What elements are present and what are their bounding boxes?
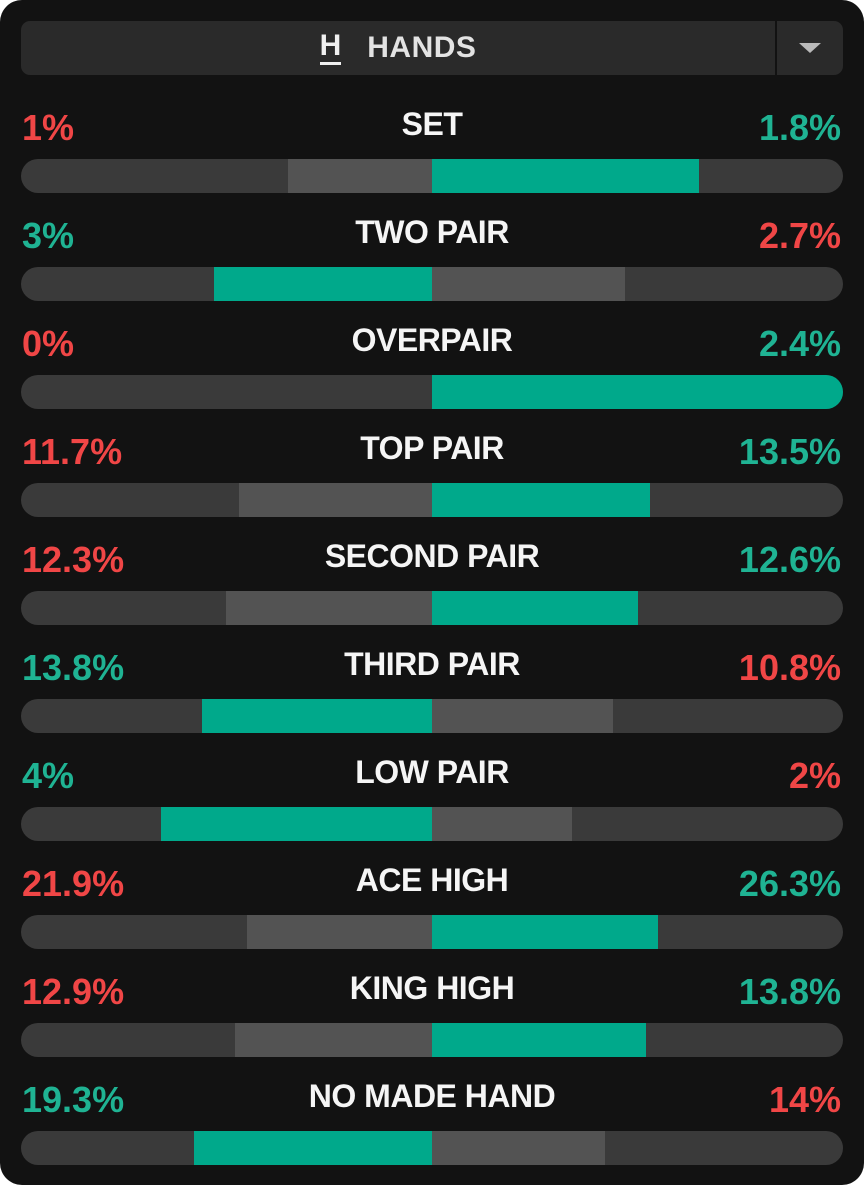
comparison-bar — [21, 1131, 843, 1165]
hand-row: 21.9% ACE HIGH 26.3% — [21, 862, 843, 964]
right-percentage: 13.5% — [738, 431, 841, 472]
hand-category-label: ACE HIGH — [355, 862, 509, 898]
hand-category-label: NO MADE HAND — [308, 1078, 556, 1114]
hand-category-label: KING HIGH — [349, 970, 515, 1006]
comparison-bar — [21, 1023, 843, 1057]
right-bar-segment — [432, 159, 699, 193]
left-bar-segment — [235, 1023, 432, 1057]
right-percentage: 10.8% — [738, 647, 841, 688]
hand-category-label: SET — [401, 106, 463, 142]
right-bar-segment — [432, 915, 658, 949]
left-bar-segment — [202, 699, 432, 733]
right-percentage: 26.3% — [738, 863, 841, 904]
hand-row: 11.7% TOP PAIR 13.5% — [21, 430, 843, 532]
hand-row: 4% LOW PAIR 2% — [21, 754, 843, 856]
left-percentage: 1% — [22, 107, 75, 148]
right-bar-segment — [432, 591, 638, 625]
right-percentage: 14% — [768, 1079, 841, 1120]
comparison-bar — [21, 483, 843, 517]
hand-row: 13.8% THIRD PAIR 10.8% — [21, 646, 843, 748]
left-percentage: 13.8% — [22, 647, 125, 688]
left-percentage: 19.3% — [22, 1079, 125, 1120]
hand-row: 12.3% SECOND PAIR 12.6% — [21, 538, 843, 640]
right-bar-segment — [432, 1023, 646, 1057]
left-percentage: 12.9% — [22, 971, 125, 1012]
right-bar-segment — [432, 1131, 605, 1165]
hand-category-label: THIRD PAIR — [344, 646, 520, 682]
comparison-bar — [21, 375, 843, 409]
right-percentage: 2% — [788, 755, 841, 796]
chevron-down-icon — [799, 43, 821, 53]
hand-category-label: SECOND PAIR — [324, 538, 540, 574]
left-percentage: 4% — [22, 755, 75, 796]
right-percentage: 2.7% — [758, 215, 841, 256]
hand-category-label: OVERPAIR — [351, 322, 513, 358]
left-bar-segment — [247, 915, 432, 949]
left-bar-segment — [194, 1131, 432, 1165]
right-bar-segment — [432, 699, 613, 733]
hand-category-label: TOP PAIR — [360, 430, 504, 466]
hand-row: 19.3% NO MADE HAND 14% — [21, 1078, 843, 1180]
comparison-bar — [21, 807, 843, 841]
hand-row: 12.9% KING HIGH 13.8% — [21, 970, 843, 1072]
right-bar-segment — [432, 483, 650, 517]
hand-row: 1% SET 1.8% — [21, 106, 843, 208]
comparison-bar — [21, 267, 843, 301]
left-bar-segment — [288, 159, 432, 193]
left-bar-segment — [239, 483, 432, 517]
left-bar-segment — [226, 591, 432, 625]
header-divider — [775, 21, 777, 75]
left-percentage: 3% — [22, 215, 75, 256]
hands-header[interactable]: H HANDS — [21, 21, 843, 75]
right-percentage: 13.8% — [738, 971, 841, 1012]
left-bar-segment — [161, 807, 432, 841]
header-title: HANDS — [367, 31, 477, 64]
right-percentage: 2.4% — [758, 323, 841, 364]
comparison-bar — [21, 159, 843, 193]
hand-category-label: LOW PAIR — [355, 754, 509, 790]
comparison-bar — [21, 591, 843, 625]
right-bar-segment — [432, 267, 625, 301]
dropdown-button[interactable] — [777, 21, 843, 75]
hands-h-icon: H — [319, 30, 342, 65]
right-percentage: 1.8% — [758, 107, 841, 148]
right-bar-segment — [432, 375, 843, 409]
hand-row: 0% OVERPAIR 2.4% — [21, 322, 843, 424]
comparison-bar — [21, 699, 843, 733]
left-percentage: 0% — [22, 323, 75, 364]
left-bar-segment — [214, 267, 432, 301]
left-percentage: 21.9% — [22, 863, 125, 904]
comparison-bar — [21, 915, 843, 949]
header-title-group: H HANDS — [21, 21, 775, 75]
right-percentage: 12.6% — [738, 539, 841, 580]
left-percentage: 11.7% — [22, 431, 123, 472]
hand-category-label: TWO PAIR — [355, 214, 509, 250]
left-percentage: 12.3% — [22, 539, 125, 580]
hand-row: 3% TWO PAIR 2.7% — [21, 214, 843, 316]
right-bar-segment — [432, 807, 572, 841]
